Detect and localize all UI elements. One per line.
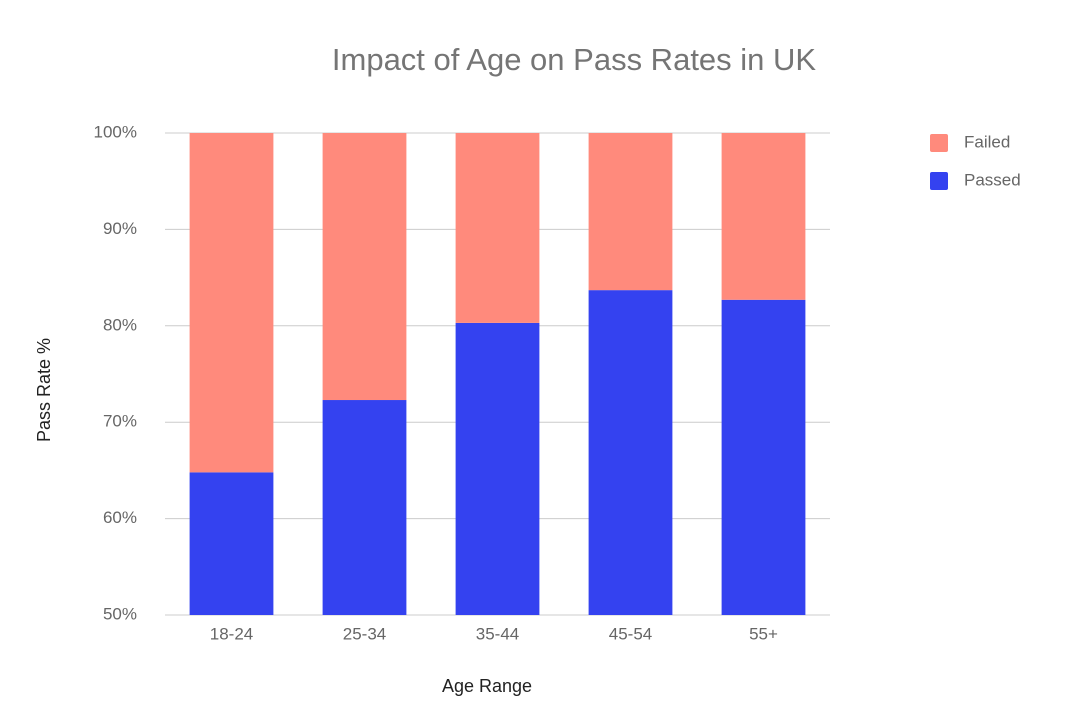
y-tick-label: 90% [103, 219, 137, 238]
bar-segment [588, 133, 673, 291]
bar-segment [189, 472, 274, 615]
y-tick-label: 100% [94, 122, 137, 141]
x-tick-label: 55+ [749, 624, 778, 643]
x-tick-label: 18-24 [210, 624, 253, 643]
bar-segment [455, 133, 540, 323]
y-tick-label: 60% [103, 508, 137, 527]
legend-swatch [930, 172, 948, 190]
x-tick-label: 35-44 [476, 624, 519, 643]
y-tick-label: 50% [103, 604, 137, 623]
chart-title: Impact of Age on Pass Rates in UK [332, 42, 817, 77]
bar-segment [322, 133, 407, 401]
y-axis-title: Pass Rate % [34, 338, 54, 442]
x-tick-label: 25-34 [343, 624, 386, 643]
legend-label: Failed [964, 132, 1010, 151]
y-tick-label: 80% [103, 315, 137, 334]
y-tick-label: 70% [103, 412, 137, 431]
bar-segment [721, 133, 806, 300]
x-axis-title: Age Range [442, 676, 532, 696]
bar-segment [189, 133, 274, 473]
bar-segment [588, 290, 673, 615]
legend-label: Passed [964, 170, 1021, 189]
x-tick-label: 45-54 [609, 624, 652, 643]
bar-segment [322, 400, 407, 615]
bar-segment [721, 299, 806, 615]
bar-segment [455, 322, 540, 615]
legend-swatch [930, 134, 948, 152]
